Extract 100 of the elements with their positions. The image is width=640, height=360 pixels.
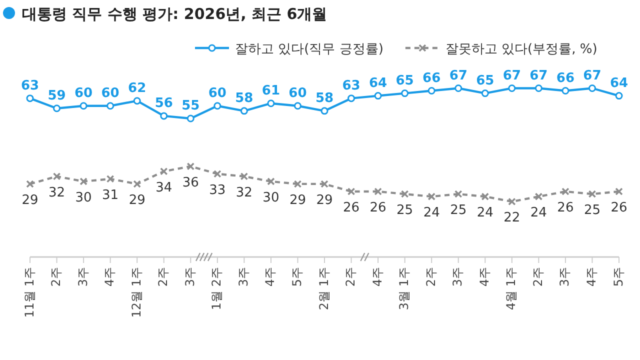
x-tick-label: 3주 xyxy=(182,267,197,287)
x-tick-label: 1월 2주 xyxy=(210,267,224,310)
x-tick-label: 2주 xyxy=(530,267,545,287)
x-tick-label: 11월 1주 xyxy=(22,267,36,318)
point xyxy=(481,90,489,98)
data-label: 63 xyxy=(20,78,40,94)
point xyxy=(615,188,623,196)
data-label: 65 xyxy=(396,73,414,88)
point xyxy=(428,192,436,200)
point xyxy=(160,112,168,120)
data-label: 34 xyxy=(156,180,172,196)
point xyxy=(80,102,88,110)
data-label: 26 xyxy=(370,200,386,216)
point xyxy=(160,167,168,176)
x-tick-label: 3주 xyxy=(76,267,90,287)
point xyxy=(133,180,141,188)
data-label: 26 xyxy=(343,200,360,216)
point xyxy=(508,84,516,92)
x-tick-label: 2월 1주 xyxy=(316,267,331,310)
point xyxy=(267,100,275,108)
point xyxy=(26,94,34,102)
data-label: 56 xyxy=(154,96,173,111)
point xyxy=(615,92,623,100)
point xyxy=(347,188,356,196)
data-label: 60 xyxy=(74,86,93,101)
data-label: 24 xyxy=(530,206,547,221)
data-label: 64 xyxy=(610,76,628,91)
data-label: 58 xyxy=(315,90,334,106)
point xyxy=(133,97,141,105)
data-label: 25 xyxy=(450,203,467,218)
data-label: 26 xyxy=(610,200,628,216)
x-tick-label: 4주 xyxy=(370,267,384,287)
data-label: 67 xyxy=(502,68,521,84)
data-label: 29 xyxy=(289,192,306,208)
x-tick-label: 3주 xyxy=(236,267,250,287)
x-tick-label: 2주 xyxy=(156,267,170,287)
x-tick-label: 4주 xyxy=(584,267,599,287)
x-tick-label: 2주 xyxy=(49,267,64,287)
data-label: 24 xyxy=(423,206,440,221)
point xyxy=(454,190,462,198)
point xyxy=(374,92,382,100)
data-label: 29 xyxy=(316,192,333,208)
data-label: 64 xyxy=(369,76,388,91)
data-label: 67 xyxy=(530,68,548,84)
data-label: 65 xyxy=(476,73,494,88)
x-tick-label: 12월 1주 xyxy=(129,267,144,318)
point xyxy=(400,190,409,198)
point xyxy=(320,107,328,115)
x-tick-label: 4주 xyxy=(477,267,492,287)
x-tick-label: 5주 xyxy=(611,267,626,287)
point xyxy=(186,162,195,170)
data-label: 60 xyxy=(288,86,307,101)
data-label: 58 xyxy=(235,90,254,106)
point xyxy=(428,87,436,95)
data-label: 31 xyxy=(102,188,119,203)
point xyxy=(294,180,302,188)
data-label: 29 xyxy=(22,192,38,208)
data-label: 67 xyxy=(583,68,602,84)
x-tick-label: 4주 xyxy=(263,267,278,287)
point xyxy=(401,90,409,98)
point xyxy=(267,178,275,186)
data-label: 55 xyxy=(182,98,200,114)
x-tick-label: 4월 1주 xyxy=(504,267,518,310)
x-tick-label: 5주 xyxy=(290,267,304,287)
x-tick-label: 2주 xyxy=(424,267,438,287)
data-label: 32 xyxy=(48,185,66,200)
point xyxy=(588,84,596,92)
data-label: 22 xyxy=(504,210,520,226)
x-tick-label: 3월 1주 xyxy=(397,267,412,310)
x-tick-label: 3주 xyxy=(450,267,465,287)
data-label: 25 xyxy=(584,203,600,218)
point xyxy=(52,172,61,180)
data-label: 32 xyxy=(236,185,252,200)
x-tick-label: 3주 xyxy=(558,267,572,287)
point xyxy=(320,180,328,188)
data-label: 61 xyxy=(262,83,280,98)
point xyxy=(240,107,248,115)
point xyxy=(481,192,490,200)
x-tick-label: 4주 xyxy=(102,267,117,287)
point xyxy=(534,84,542,92)
legend-label: 잘못하고 있다(부정률, %) xyxy=(445,42,598,57)
point xyxy=(106,175,114,183)
point xyxy=(106,102,114,110)
point xyxy=(588,190,596,198)
x-tick-label: 2주 xyxy=(344,267,358,287)
data-label: 36 xyxy=(182,175,199,190)
data-label: 25 xyxy=(396,203,414,218)
data-label: 33 xyxy=(209,182,226,198)
point xyxy=(534,192,543,200)
data-label: 60 xyxy=(208,86,226,101)
point xyxy=(508,198,516,206)
point xyxy=(186,114,194,122)
point xyxy=(240,172,248,180)
data-label: 29 xyxy=(128,192,146,208)
chart-title: 대통령 직무 수행 평가: 2026년, 최근 6개월 xyxy=(22,5,328,23)
data-label: 66 xyxy=(556,70,574,86)
data-label: 62 xyxy=(128,80,146,96)
point xyxy=(348,94,356,102)
data-label: 63 xyxy=(342,78,360,94)
data-label: 30 xyxy=(262,190,280,206)
